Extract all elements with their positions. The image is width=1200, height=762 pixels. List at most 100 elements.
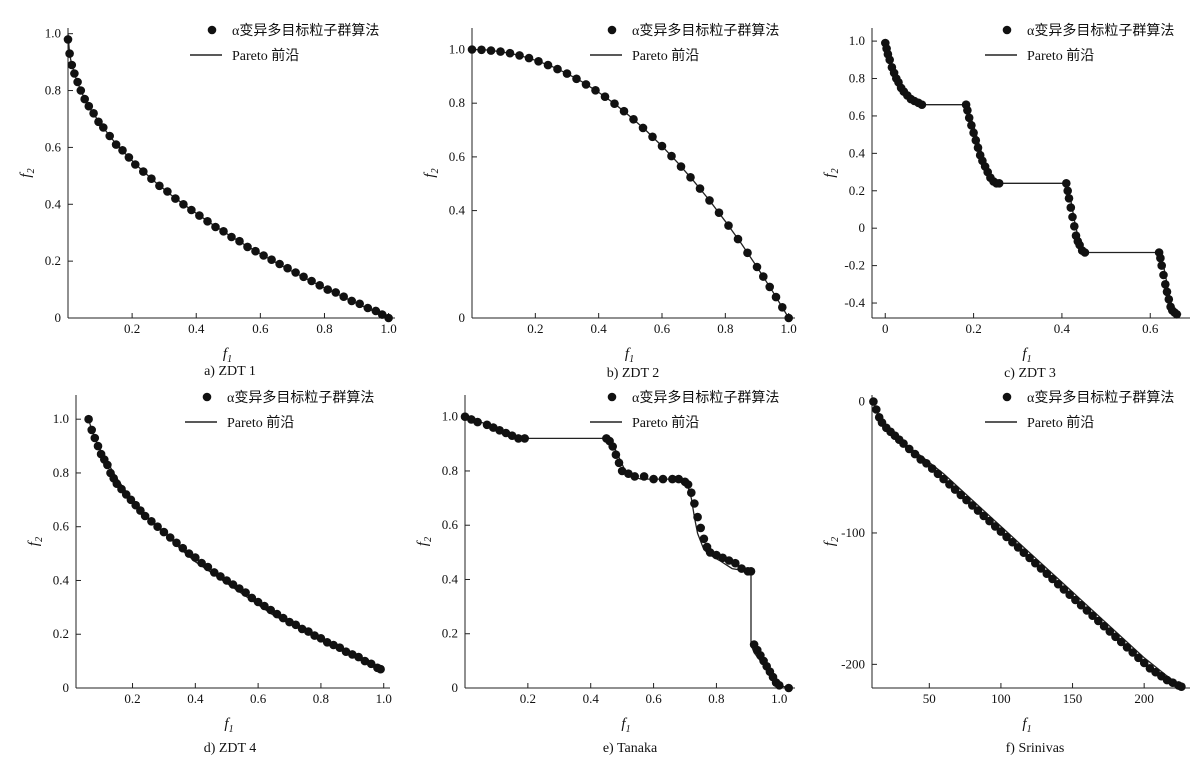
data-point (316, 634, 326, 643)
data-point (950, 485, 960, 494)
x-axis-label: f1 (223, 346, 232, 365)
data-point (1157, 261, 1166, 270)
data-point (614, 458, 624, 468)
data-point (648, 132, 657, 142)
data-point (784, 683, 793, 693)
y-tick-label: -0.2 (844, 258, 865, 273)
panel-caption: c) ZDT 3 (1004, 366, 1056, 381)
data-point (363, 303, 373, 313)
data-point (147, 517, 156, 526)
data-point (872, 405, 881, 414)
data-point (376, 664, 385, 674)
y-tick-label: 0.8 (449, 95, 465, 110)
y-tick-label: 0.8 (45, 83, 61, 98)
y-axis-label: f2 (822, 168, 841, 177)
data-point (869, 397, 878, 406)
data-point (80, 94, 89, 104)
data-point (140, 511, 150, 521)
pareto-front-line (872, 401, 1181, 686)
data-point (76, 86, 86, 95)
legend-label-pareto: Pareto 前沿 (1027, 47, 1094, 64)
data-point (94, 117, 103, 127)
pareto-front-line (884, 40, 1182, 315)
data-point (696, 523, 705, 533)
y-tick-label: 0.8 (442, 463, 458, 478)
data-point (733, 234, 743, 244)
data-point (759, 272, 768, 281)
data-point (771, 292, 781, 302)
data-point (159, 527, 169, 537)
y-tick-label: 1.0 (442, 409, 458, 424)
legend-label-pareto: Pareto 前沿 (1027, 414, 1094, 431)
data-point (67, 60, 77, 70)
y-axis-label: f2 (822, 537, 841, 546)
data-point (105, 131, 114, 141)
y-tick-label: 0.4 (449, 203, 466, 218)
y-tick-label: 0.2 (442, 626, 458, 641)
data-point (1105, 627, 1115, 636)
data-point (1059, 585, 1069, 594)
data-point (377, 310, 387, 319)
data-point (967, 121, 976, 130)
data-point (927, 464, 937, 473)
data-point (139, 167, 148, 176)
data-point (687, 488, 696, 498)
legend-marker-icon (1002, 392, 1012, 402)
x-axis-label: f1 (621, 716, 630, 735)
data-point (496, 47, 505, 56)
data-point (778, 303, 787, 312)
x-tick-label: 0.6 (645, 691, 662, 706)
data-point (209, 568, 219, 577)
data-point (1161, 280, 1170, 289)
x-tick-label: 0.2 (124, 321, 140, 336)
y-tick-label: 0.6 (449, 149, 466, 164)
data-point (131, 160, 140, 169)
x-tick-label: 0.2 (965, 321, 981, 336)
data-point (1065, 590, 1074, 599)
data-point (1066, 203, 1076, 212)
y-axis-label: f2 (26, 537, 45, 546)
legend-marker-icon (1002, 25, 1012, 35)
data-point (243, 242, 252, 252)
x-tick-label: 1.0 (380, 321, 396, 336)
data-point (611, 450, 621, 460)
data-point (1080, 248, 1090, 257)
data-point (714, 208, 724, 217)
data-point (667, 151, 676, 161)
data-point (1139, 658, 1149, 668)
x-tick-label: 0.4 (187, 691, 204, 706)
data-point (1063, 186, 1072, 196)
data-point (945, 480, 954, 489)
data-point (247, 593, 257, 603)
data-point (87, 425, 96, 435)
data-point (291, 620, 301, 630)
data-point (690, 499, 699, 508)
data-point (73, 77, 82, 87)
legend-label-algorithm: α变异多目标粒子群算法 (232, 22, 379, 39)
data-point (775, 681, 784, 690)
x-tick-label: 0.4 (1054, 321, 1071, 336)
legend-label-pareto: Pareto 前沿 (632, 47, 699, 64)
x-tick-label: 0.2 (527, 321, 543, 336)
data-point (1111, 632, 1120, 642)
legend-marker-icon (207, 25, 217, 35)
x-tick-label: 0.6 (654, 321, 671, 336)
data-point (515, 51, 524, 60)
data-point (746, 567, 756, 576)
legend-label-algorithm: α变异多目标粒子群算法 (1027, 389, 1174, 406)
x-tick-label: 0.6 (1142, 321, 1159, 336)
pareto-front-line (464, 416, 789, 689)
data-point (1053, 579, 1063, 589)
legend-label-pareto: Pareto 前沿 (227, 414, 294, 431)
data-point (752, 262, 762, 272)
data-point (1128, 648, 1137, 657)
data-point (973, 143, 983, 152)
data-point (683, 480, 693, 489)
data-point (477, 45, 486, 55)
chart-panel-b: 0.2 0.4 0.6 0.8 1.0 0 0.4 0.6 0.8 1.0 f1 f2 α变异多目标粒子… (422, 22, 797, 381)
data-point (973, 506, 983, 515)
y-tick-label: -200 (841, 656, 865, 671)
y-tick-label: -100 (841, 525, 865, 540)
data-point (639, 472, 649, 481)
legend-label-pareto: Pareto 前沿 (632, 414, 699, 431)
